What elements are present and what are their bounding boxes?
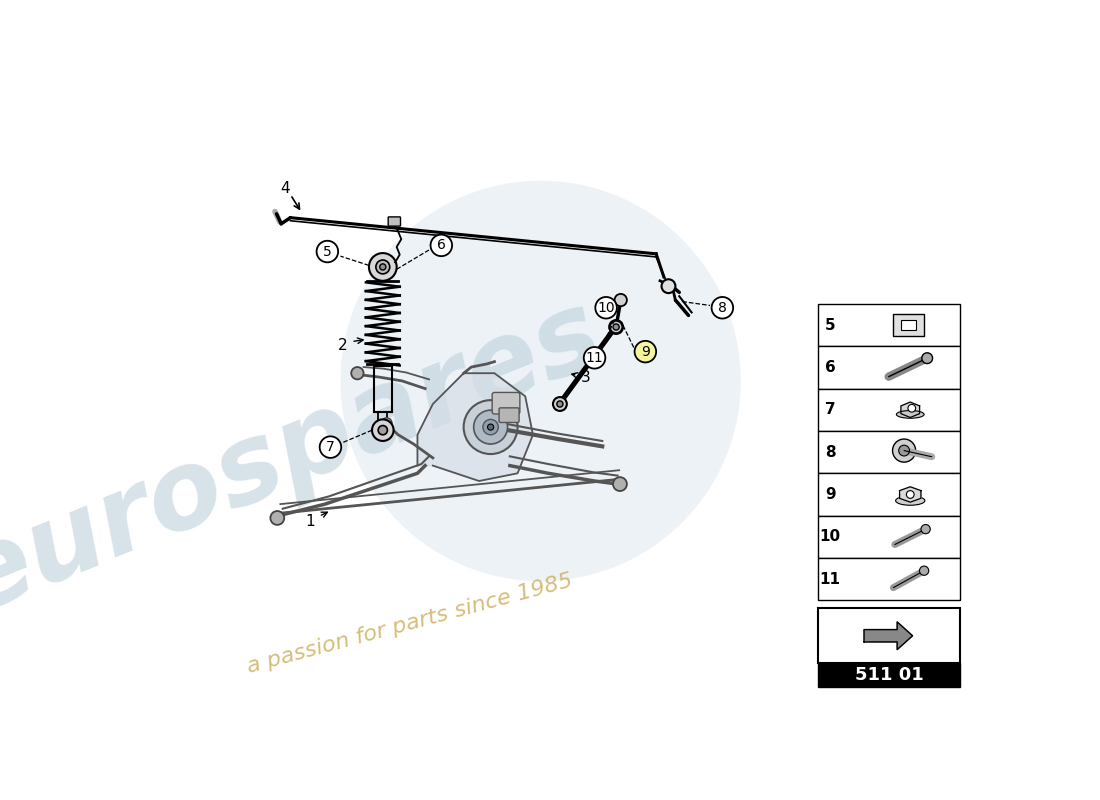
Bar — [818, 389, 960, 431]
Circle shape — [379, 264, 386, 270]
Bar — [818, 663, 960, 686]
Circle shape — [615, 294, 627, 306]
Polygon shape — [900, 486, 921, 502]
Bar — [818, 304, 960, 346]
Circle shape — [712, 297, 734, 318]
FancyBboxPatch shape — [492, 393, 520, 414]
Bar — [818, 346, 960, 389]
Circle shape — [906, 490, 914, 498]
Text: 5: 5 — [323, 245, 332, 258]
Circle shape — [920, 566, 928, 575]
Circle shape — [474, 410, 507, 444]
Bar — [818, 608, 960, 663]
Bar — [893, 314, 924, 336]
Text: 9: 9 — [641, 345, 650, 358]
Text: 6: 6 — [437, 238, 446, 252]
Text: eurospares: eurospares — [0, 280, 616, 635]
Circle shape — [553, 397, 566, 411]
Circle shape — [430, 234, 452, 256]
Bar — [818, 558, 960, 600]
Circle shape — [320, 436, 341, 458]
Text: 10: 10 — [597, 301, 615, 314]
Circle shape — [613, 477, 627, 491]
FancyBboxPatch shape — [499, 408, 519, 422]
Text: 8: 8 — [718, 301, 727, 314]
Text: 3: 3 — [581, 370, 591, 385]
FancyBboxPatch shape — [388, 217, 400, 226]
Polygon shape — [418, 373, 534, 481]
Text: 6: 6 — [825, 360, 836, 375]
Circle shape — [922, 353, 933, 363]
Circle shape — [613, 324, 619, 330]
Bar — [818, 431, 960, 474]
Text: 5: 5 — [825, 318, 836, 333]
Ellipse shape — [895, 496, 925, 506]
Text: 10: 10 — [820, 530, 840, 544]
Circle shape — [382, 418, 392, 429]
Text: 2: 2 — [338, 338, 348, 353]
Bar — [818, 474, 960, 516]
Circle shape — [609, 321, 623, 333]
Circle shape — [376, 260, 389, 274]
Circle shape — [899, 445, 910, 456]
Circle shape — [464, 400, 518, 454]
Text: 1: 1 — [305, 514, 315, 529]
Text: 511 01: 511 01 — [855, 666, 924, 684]
Text: 11: 11 — [585, 350, 604, 365]
Text: a passion for parts since 1985: a passion for parts since 1985 — [244, 570, 575, 677]
Circle shape — [317, 241, 338, 262]
Circle shape — [584, 347, 605, 369]
Circle shape — [892, 439, 915, 462]
Circle shape — [271, 511, 284, 525]
Circle shape — [487, 424, 494, 430]
Circle shape — [609, 320, 623, 334]
Circle shape — [341, 181, 741, 581]
Circle shape — [908, 404, 915, 412]
Text: 8: 8 — [825, 445, 836, 460]
Circle shape — [368, 253, 397, 281]
Text: 9: 9 — [825, 487, 836, 502]
Circle shape — [351, 367, 363, 379]
Circle shape — [635, 341, 656, 362]
Text: 4: 4 — [280, 181, 289, 196]
Text: 7: 7 — [825, 402, 836, 418]
Circle shape — [483, 419, 498, 434]
Circle shape — [372, 419, 394, 441]
Ellipse shape — [896, 410, 924, 418]
Text: 7: 7 — [326, 440, 334, 454]
Bar — [901, 320, 916, 330]
Circle shape — [921, 525, 931, 534]
Polygon shape — [865, 622, 913, 650]
Polygon shape — [901, 402, 920, 418]
Circle shape — [557, 401, 563, 407]
Bar — [818, 516, 960, 558]
Text: 11: 11 — [820, 572, 840, 586]
Circle shape — [661, 279, 675, 293]
Circle shape — [378, 426, 387, 435]
Circle shape — [595, 297, 617, 318]
